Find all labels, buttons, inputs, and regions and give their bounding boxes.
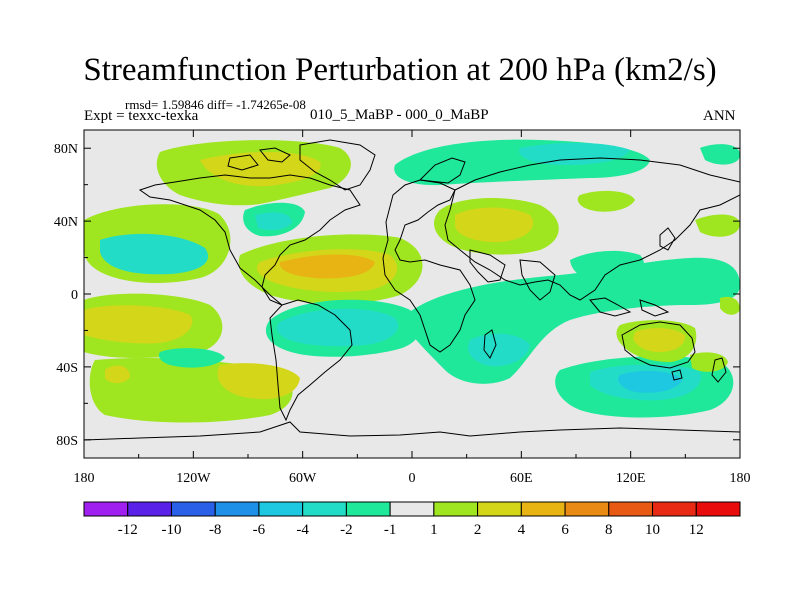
colorbar-label: 2 [474,522,482,538]
y-axis: 80N 40N 0 40S 80S [54,142,740,449]
coastlines [84,139,740,441]
contour-region-10 [279,254,375,279]
x-tick-label: 0 [409,471,416,486]
contour-region-31 [618,370,682,393]
y-tick-label: 0 [71,288,78,303]
contour-region-27 [570,250,644,283]
stats-label: rmsd= 1.59846 diff= -1.74265e-08 [125,97,306,112]
contour-field [84,139,740,423]
contour-region-6 [255,212,292,230]
colorbar-label: -6 [253,522,266,538]
contour-region-12 [276,308,399,347]
season-label: ANN [703,108,736,124]
y-tick-label: 80N [54,142,78,157]
colorbar-label: -8 [209,522,222,538]
contour-region-23 [455,207,534,243]
contour-region-16 [217,363,300,400]
contour-region-33 [633,328,686,352]
x-tick-label: 180 [730,471,751,486]
experiment-label: Expt = texxc-texka [84,108,199,124]
x-tick-label: 180 [74,471,95,486]
y-tick-label: 80S [56,434,78,449]
x-tick-label: 120E [616,471,646,486]
contour-region-35 [720,296,740,315]
colorbar-swatch [302,501,347,517]
x-tick-label: 120W [176,471,211,486]
colorbar-swatch [477,501,522,517]
contour-region-25 [695,214,740,237]
colorbar-label: -10 [161,522,181,538]
colorbar-label: 6 [561,522,569,538]
colorbar-swatch [433,501,479,517]
contour-region-18 [158,348,225,368]
colorbar-swatch [608,501,654,517]
contour-region-34 [690,352,728,372]
colorbar-swatch [564,501,610,517]
y-tick-label: 40S [56,361,78,376]
colorbar-swatch [258,501,304,517]
center-label: 010_5_MaBP - 000_0_MaBP [310,107,489,123]
x-tick-label: 60E [510,471,533,486]
contour-region-14 [84,305,193,344]
chart-title: Streamfunction Perturbation at 200 hPa (… [83,52,717,88]
colorbar-label: 1 [430,522,438,538]
colorbar: -12 -10 -8 -6 -4 -2 -1 1 2 4 6 8 10 12 [83,501,741,538]
contour-region-28 [468,333,530,367]
colorbar-swatch [345,501,391,517]
colorbar-swatch [214,501,260,517]
contour-region-2 [100,233,209,275]
colorbar-swatch [170,501,216,517]
contour-region-17 [105,365,130,384]
contour-region-20 [519,142,630,165]
colorbar-swatch [389,501,435,517]
x-axis: 180 120W 60W 0 60E 120E 180 [74,130,751,486]
y-tick-label: 40N [54,215,78,230]
colorbar-label: -2 [340,522,353,538]
colorbar-label: -1 [384,522,397,538]
colorbar-swatch [127,501,172,517]
colorbar-swatch [520,501,566,517]
colorbar-label: 4 [518,522,526,538]
colorbar-label: 10 [645,522,660,538]
colorbar-swatch [652,501,697,517]
colorbar-swatch [83,501,129,517]
colorbar-swatch [695,501,741,517]
contour-region-21 [700,144,740,165]
x-tick-label: 60W [289,471,317,486]
colorbar-label: -4 [296,522,309,538]
colorbar-label: -12 [118,522,138,538]
contour-region-4 [200,152,321,187]
colorbar-label: 12 [689,522,704,538]
colorbar-label: 8 [605,522,613,538]
contour-region-24 [577,190,635,212]
